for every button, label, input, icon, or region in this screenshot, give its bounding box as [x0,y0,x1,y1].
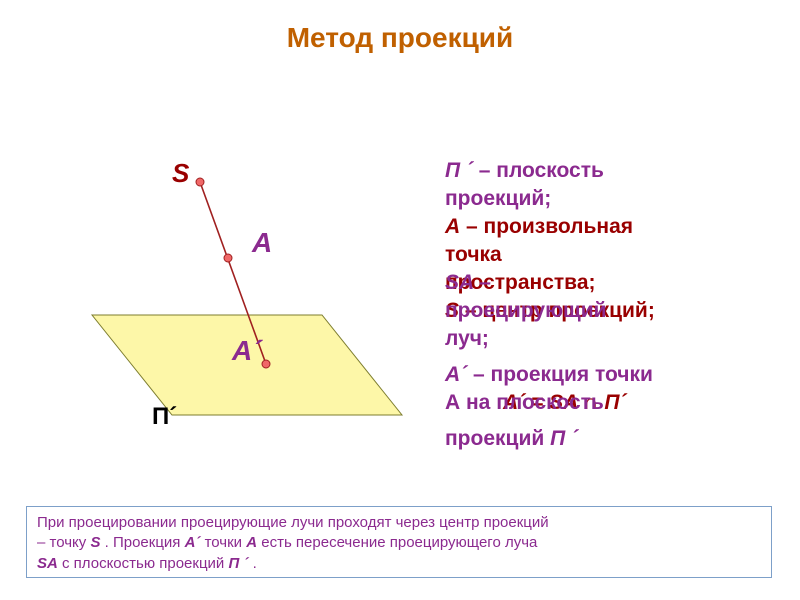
text-run: – проекция точки [467,363,653,386]
label-a: A [251,227,272,258]
text-run: А [445,215,460,238]
text-run: – точку [37,534,90,551]
definition-line: проекций П ´ [445,426,578,453]
text-run: – плоскость [473,159,604,182]
point-a [224,254,232,262]
label-s: S [172,160,190,188]
definition-line: точка [445,242,502,269]
text-run: луч; [445,327,489,350]
text-run: А´ [185,534,205,551]
text-run: А´ [445,363,467,386]
text-run: SA – [445,271,491,294]
definition-line: П ´ – плоскость [445,158,604,185]
text-run: . [248,555,256,572]
definition-line: А – произвольная [445,214,633,241]
text-run: П ´ [228,555,248,572]
label-a-prime: A´ [231,335,263,366]
text-run: . Проекция [105,534,185,551]
text-run: П ´ [445,159,473,182]
text-run: – произвольная [460,215,633,238]
projection-diagram: S A A´ П´ [62,160,422,460]
slide-title: Метод проекций [0,22,800,54]
text-run: А на плоскость [445,391,604,414]
footnote-line: – точку S . Проекция А´ точки А есть пер… [37,533,761,553]
slide: Метод проекций S A A´ П´ П ´ – плоскость… [0,0,800,600]
text-run: есть пересечение проецирующего луча [261,534,537,551]
point-s [196,178,204,186]
definition-line: А на плоскость [445,390,604,417]
text-run: А [246,534,261,551]
footnote-box: При проецировании проецирующие лучи прох… [26,506,772,578]
text-run: точка [445,243,502,266]
text-run: S [90,534,104,551]
text-run: П ´ [550,427,578,450]
footnote-line: При проецировании проецирующие лучи прох… [37,513,761,533]
definition-line: луч; [445,326,489,353]
footnote-line: SА с плоскостью проекций П ´ . [37,554,761,574]
definition-line: проецирующий [445,298,607,325]
text-run: проекций; [445,187,551,210]
text-run: проекций [445,427,550,450]
definition-line: проекций; [445,186,551,213]
text-run: проецирующий [445,299,607,322]
label-pi: П´ [152,403,177,430]
definition-line: SA – [445,270,491,297]
text-run: с плоскостью проекций [62,555,228,572]
text-run: При проецировании проецирующие лучи прох… [37,514,549,531]
point-a-prime [262,360,270,368]
text-run: точки [205,534,247,551]
definition-line: А´ – проекция точки [445,362,653,389]
text-run: SА [37,555,62,572]
